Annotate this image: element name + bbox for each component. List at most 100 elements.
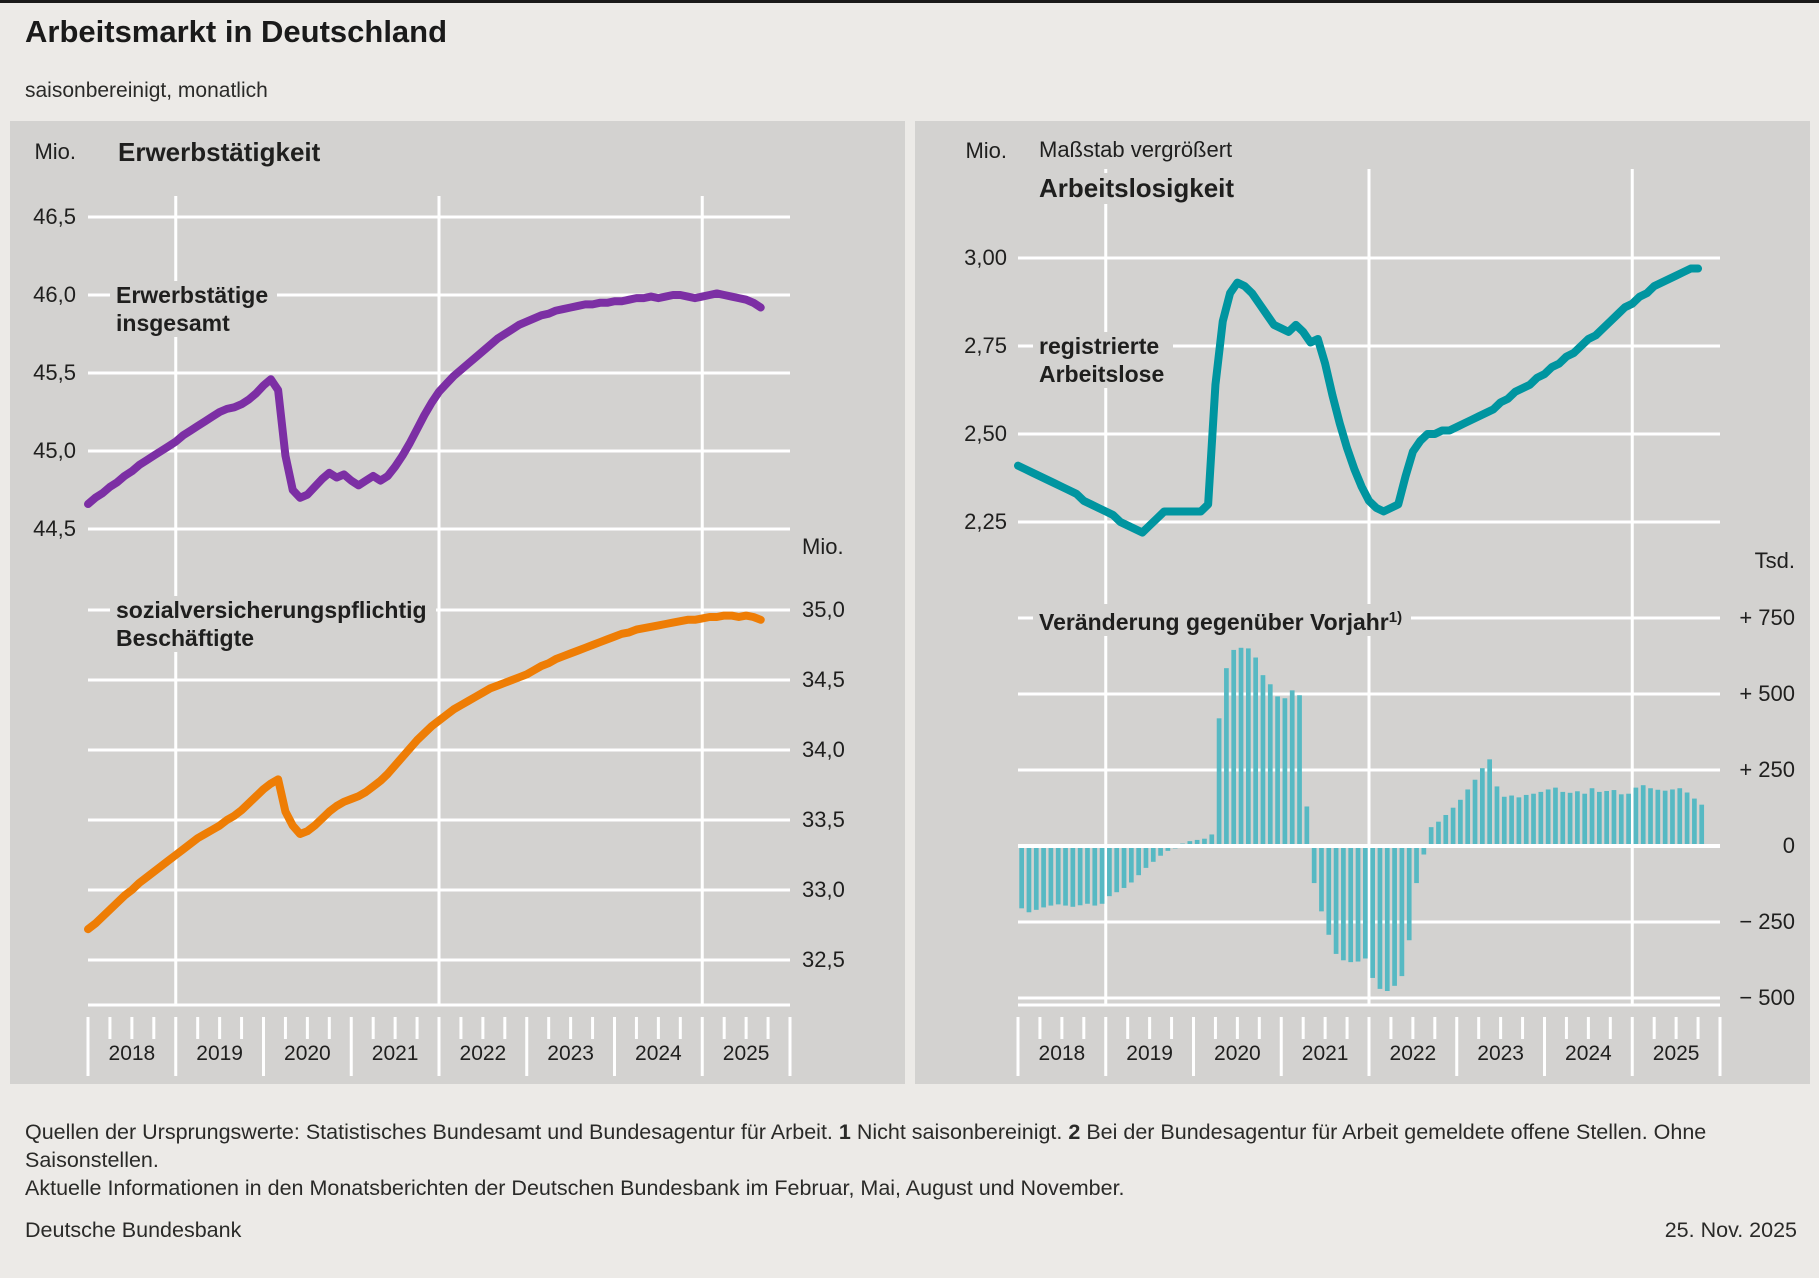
- bar-unemployed-yoy-change: [1677, 788, 1683, 846]
- bar-unemployed-yoy-change: [1187, 841, 1193, 846]
- bar-unemployed-yoy-change: [1319, 846, 1324, 912]
- y-tick-label-employed-total: 46,0: [33, 282, 76, 307]
- bar-unemployed-yoy-change: [1048, 846, 1054, 906]
- unemployment-chart-svg: [1014, 169, 1722, 1076]
- series-label-registered-unemployed-line2: Arbeitslose: [1039, 361, 1165, 387]
- footer-source: Quellen der Ursprungswerte: Statistische…: [25, 1118, 1797, 1174]
- series-label-sv-employed-line2: Beschäftigte: [116, 625, 255, 651]
- bar-unemployed-yoy-change: [1553, 787, 1558, 846]
- bar-unemployed-yoy-change: [1216, 718, 1222, 846]
- footnote-1-text: Nicht saisonbereinigt.: [856, 1119, 1063, 1144]
- line-sv-employed: [84, 611, 765, 934]
- bar-unemployed-yoy-change: [1099, 846, 1105, 904]
- x-year-label: 2021: [371, 1042, 419, 1065]
- y-tick-label-sv-employed: 34,5: [802, 667, 845, 692]
- series-label-employed-total: Erwerbstätige insgesamt: [110, 281, 278, 337]
- bar-unemployed-yoy-change: [1253, 657, 1258, 846]
- bar-unemployed-yoy-change: [1114, 846, 1120, 893]
- x-year-label: 2022: [459, 1042, 507, 1065]
- x-year-label: 2025: [722, 1042, 770, 1065]
- x-year-label: 2022: [1389, 1042, 1437, 1065]
- left-unit-right-label: Mio.: [802, 534, 844, 559]
- x-year-label: 2023: [547, 1042, 594, 1065]
- bar-unemployed-yoy-change: [1670, 789, 1675, 846]
- y-tick-label-employed-total: 45,5: [33, 360, 76, 385]
- bar-unemployed-yoy-change: [1494, 786, 1500, 846]
- bar-unemployed-yoy-change: [1238, 647, 1244, 846]
- bar-unemployed-yoy-change: [1341, 846, 1346, 961]
- y-tick-label-unemployed-yoy-change: + 750: [1739, 605, 1795, 630]
- bar-unemployed-yoy-change: [1267, 684, 1273, 846]
- bar-unemployed-yoy-change: [1107, 846, 1112, 897]
- x-year-label: 2019: [196, 1042, 243, 1065]
- bar-unemployed-yoy-change: [1421, 846, 1427, 855]
- bar-unemployed-yoy-change: [1297, 695, 1302, 846]
- bar-unemployed-yoy-change: [1077, 846, 1083, 906]
- bar-unemployed-yoy-change: [1692, 798, 1697, 846]
- bar-unemployed-yoy-change: [1121, 846, 1127, 888]
- x-year-label: 2019: [1126, 1042, 1173, 1065]
- y-tick-label-employed-total: 45,0: [33, 438, 76, 463]
- bar-unemployed-yoy-change: [1465, 789, 1471, 846]
- bar-unemployed-yoy-change: [1136, 846, 1141, 876]
- bar-unemployed-yoy-change: [1150, 846, 1156, 862]
- bar-unemployed-yoy-change: [1538, 791, 1544, 846]
- bar-unemployed-yoy-change: [1436, 821, 1441, 846]
- bar-unemployed-yoy-change: [1567, 792, 1573, 846]
- bar-unemployed-yoy-change: [1194, 839, 1200, 846]
- series-label-sv-employed-line1: sozialversicherungspflichtig: [116, 597, 427, 623]
- bar-unemployed-yoy-change: [1143, 846, 1149, 868]
- y-tick-label-registered-unemployed: 2,75: [964, 333, 1007, 358]
- bar-unemployed-yoy-change: [1414, 846, 1419, 884]
- bar-unemployed-yoy-change: [1443, 814, 1449, 846]
- x-year-label: 2018: [1038, 1042, 1086, 1065]
- bar-unemployed-yoy-change: [1640, 785, 1646, 846]
- bar-unemployed-yoy-change: [1165, 846, 1171, 851]
- bar-unemployed-yoy-change: [1384, 846, 1390, 992]
- bar-unemployed-yoy-change: [1472, 779, 1478, 846]
- bar-unemployed-yoy-change: [1158, 846, 1163, 856]
- bar-unemployed-yoy-change: [1560, 791, 1566, 846]
- bar-unemployed-yoy-change: [1311, 846, 1317, 884]
- bar-unemployed-yoy-change: [1202, 838, 1207, 846]
- bar-unemployed-yoy-change: [1392, 846, 1397, 986]
- y-tick-label-unemployed-yoy-change: − 500: [1739, 985, 1795, 1010]
- bar-unemployed-yoy-change: [1355, 846, 1361, 962]
- unemployment-panel: Mio. Maßstab vergrößert Arbeitslosigkeit…: [915, 121, 1810, 1084]
- bar-unemployed-yoy-change: [1033, 846, 1039, 910]
- footer-info: Aktuelle Informationen in den Monatsberi…: [25, 1175, 1125, 1200]
- x-year-label: 2024: [635, 1042, 682, 1065]
- y-tick-label-employed-total: 46,5: [33, 204, 76, 229]
- x-year-label: 2020: [1214, 1042, 1261, 1065]
- y-tick-label-employed-total: 44,5: [33, 516, 76, 541]
- bar-unemployed-yoy-change: [1582, 793, 1588, 846]
- footnote-2-marker: 2: [1068, 1119, 1081, 1144]
- bar-unemployed-yoy-change: [1684, 792, 1690, 846]
- right-unit-top-label: Mio.: [965, 138, 1007, 163]
- bar-unemployed-yoy-change: [1370, 846, 1375, 978]
- bar-unemployed-yoy-change: [1523, 794, 1529, 846]
- y-tick-label-sv-employed: 33,5: [802, 807, 845, 832]
- x-year-label: 2023: [1477, 1042, 1524, 1065]
- y-tick-label-unemployed-yoy-change: + 500: [1739, 681, 1795, 706]
- bar-unemployed-yoy-change: [1026, 846, 1032, 913]
- y-tick-label-registered-unemployed: 2,50: [964, 421, 1007, 446]
- bar-unemployed-yoy-change: [1604, 790, 1609, 846]
- bar-unemployed-yoy-change: [1377, 846, 1383, 989]
- bar-unemployed-yoy-change: [1589, 788, 1595, 846]
- bar-unemployed-yoy-change: [1611, 790, 1617, 846]
- bar-unemployed-yoy-change: [1245, 648, 1251, 846]
- series-label-yoy-change-text: Veränderung gegenüber Vorjahr: [1039, 609, 1389, 635]
- footer-publisher-row: Deutsche Bundesbank 25. Nov. 2025: [25, 1218, 1797, 1243]
- bar-unemployed-yoy-change: [1575, 791, 1580, 846]
- bar-unemployed-yoy-change: [1509, 795, 1514, 846]
- bar-unemployed-yoy-change: [1128, 846, 1134, 883]
- bar-unemployed-yoy-change: [1596, 791, 1602, 846]
- x-year-label: 2020: [284, 1042, 331, 1065]
- y-tick-label-sv-employed: 35,0: [802, 597, 845, 622]
- bar-unemployed-yoy-change: [1333, 846, 1339, 954]
- unemployment-title: Arbeitslosigkeit: [1037, 173, 1243, 204]
- y-tick-label-sv-employed: 33,0: [802, 877, 845, 902]
- bar-unemployed-yoy-change: [1458, 799, 1463, 846]
- bar-unemployed-yoy-change: [1326, 846, 1332, 935]
